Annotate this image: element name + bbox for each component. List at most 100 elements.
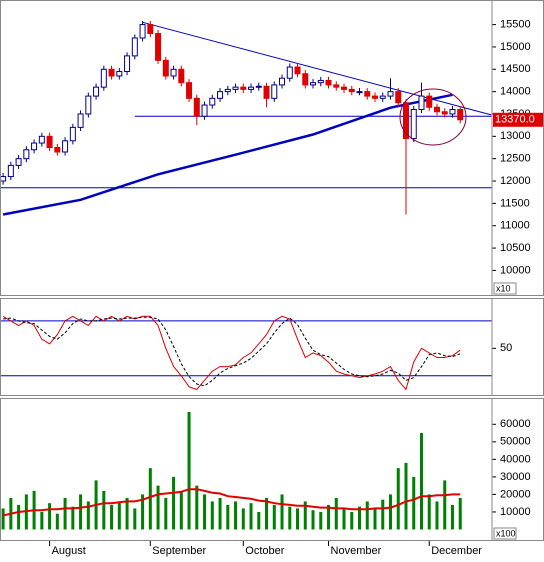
y-tick-label: 60000 [500, 418, 531, 430]
volume-bar [187, 412, 191, 530]
volume-bar [358, 506, 362, 530]
candle-body [426, 95, 433, 108]
candle-body [379, 95, 386, 99]
volume-bar [334, 497, 338, 530]
volume-bar [435, 501, 439, 530]
volume-bar [389, 494, 393, 530]
candle-body [395, 91, 402, 104]
volume-bar [1, 508, 5, 530]
volume-bar [71, 506, 75, 530]
y-tick-label: 50 [500, 342, 512, 354]
volume-bar [373, 508, 377, 530]
volume-bar [458, 497, 462, 530]
candle-body [62, 140, 69, 153]
volume-bar [164, 497, 168, 530]
volume-bar [419, 433, 423, 530]
y-tick-label: 40000 [500, 453, 531, 465]
volume-bar [210, 501, 214, 530]
candle-body [100, 68, 107, 88]
candle-body [46, 135, 53, 149]
candle-body [108, 68, 115, 77]
volume-bar [350, 511, 354, 530]
y-tick-label: 14500 [500, 63, 531, 75]
volume-bar [141, 494, 145, 530]
x-tick-label: November [331, 545, 382, 557]
volume-bar [156, 485, 160, 530]
volume-bar [365, 501, 369, 530]
candle-body [333, 84, 340, 88]
candle-body [131, 37, 138, 57]
x-tick-label: September [152, 545, 206, 557]
volume-bar [265, 497, 269, 530]
candle-body [124, 55, 131, 73]
candle-body [147, 24, 154, 35]
volume-bar [450, 504, 454, 530]
candle-body [193, 97, 200, 117]
volume-bar [241, 508, 245, 530]
candle-body [410, 109, 417, 140]
candle-body [348, 88, 355, 93]
candle-body [441, 111, 448, 115]
candle-body [69, 126, 76, 142]
candle-body [325, 79, 332, 86]
volume-bar [133, 508, 137, 530]
moving-average [2, 93, 453, 216]
candle-body [116, 71, 123, 77]
y-tick-label: 11500 [500, 197, 530, 209]
candle-body [23, 149, 30, 160]
volume-bar [272, 504, 276, 530]
candle-body [364, 91, 371, 97]
volume-bar [179, 490, 183, 530]
series-line [2, 315, 461, 391]
volume-bar [55, 513, 59, 530]
y-tick-label: 10000 [500, 506, 531, 518]
last-price-label: 13370.0 [495, 114, 535, 126]
y-tick-label: 12500 [500, 153, 531, 165]
axis-unit: x10 [496, 283, 511, 293]
volume-bar [148, 468, 152, 530]
candle-body [139, 24, 146, 39]
candle-body [457, 109, 464, 121]
volume-bar [203, 494, 207, 530]
candle-body [217, 91, 224, 99]
volume-bar [303, 501, 307, 530]
candle-body [162, 59, 169, 77]
y-tick-label: 13000 [500, 130, 531, 142]
highlight-ellipse [399, 88, 467, 146]
unit-box [493, 527, 517, 540]
volume-bar [257, 511, 261, 530]
candle-body [201, 104, 208, 117]
volume-bar [63, 497, 67, 530]
volume-bar [218, 497, 222, 530]
y-tick-label: 15000 [500, 41, 531, 53]
volume-bar [249, 503, 253, 530]
candle-body [255, 85, 262, 88]
candle-body [209, 97, 216, 106]
candle-body [15, 158, 22, 166]
series-line [3, 316, 461, 387]
volume-bar [172, 476, 176, 530]
candle-body [224, 88, 231, 93]
volume-bar [79, 494, 83, 530]
candle-body [54, 147, 61, 153]
candle-body [310, 82, 317, 86]
volume-bar [234, 501, 238, 530]
x-tick-label: December [431, 545, 482, 557]
y-tick-label: 15500 [500, 18, 531, 30]
candle-body [0, 176, 7, 182]
candle-body [85, 95, 92, 115]
candle-body [294, 66, 301, 75]
y-tick-label: 10000 [500, 264, 531, 276]
volume-bar [195, 485, 199, 530]
candle-body [93, 86, 100, 97]
volume-bar [102, 490, 106, 530]
volume-bar [381, 499, 385, 530]
candle-body [449, 109, 456, 115]
volume-bar [342, 508, 346, 530]
candle-body [317, 79, 324, 84]
y-tick-label: 10500 [500, 242, 531, 254]
volume-bar [110, 504, 114, 530]
volume-bar [40, 511, 44, 530]
volume-bar [296, 508, 300, 530]
